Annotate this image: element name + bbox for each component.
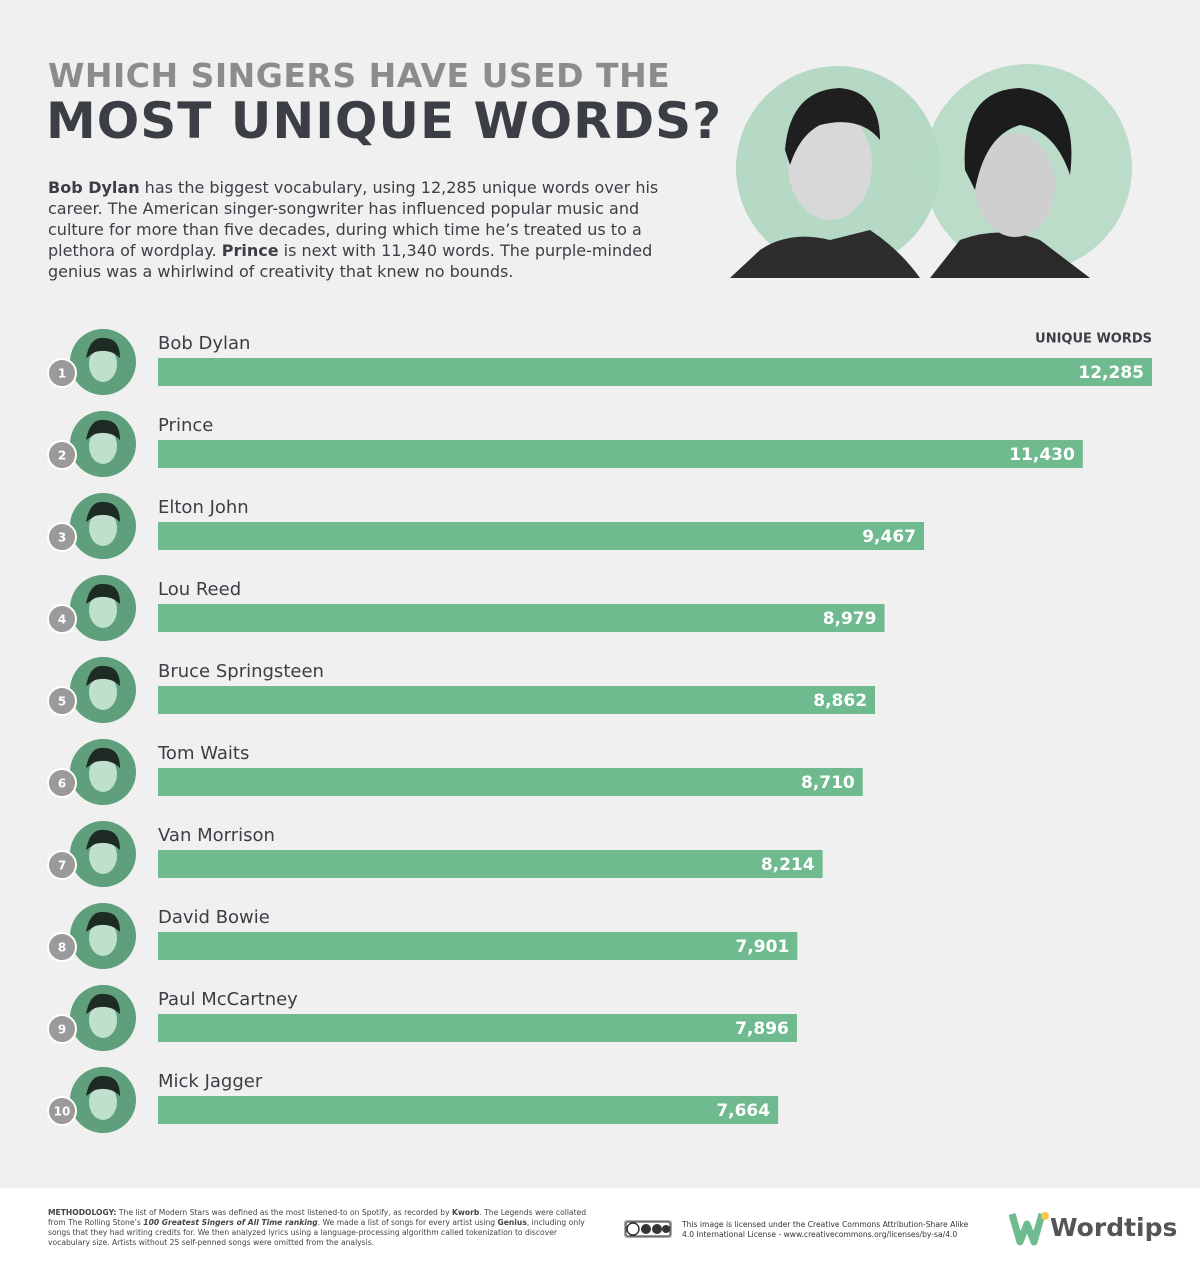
avatar-hair <box>86 419 120 440</box>
value-label: 9,467 <box>862 527 916 547</box>
bar <box>158 850 823 878</box>
avatar-face <box>89 346 117 382</box>
category-label: Tom Waits <box>157 743 249 764</box>
cc-badge <box>624 1220 672 1238</box>
rank-badge <box>47 1014 77 1044</box>
avatar-hair <box>86 337 120 358</box>
rank-label: 7 <box>58 859 66 873</box>
avatar-hair <box>86 993 120 1014</box>
value-label: 8,979 <box>823 609 877 629</box>
avatar-face <box>89 592 117 628</box>
bar <box>158 768 863 796</box>
footer-band <box>0 1188 1200 1277</box>
rank-badge <box>47 932 77 962</box>
category-label: David Bowie <box>158 907 270 928</box>
title-line2: MOST UNIQUE WORDS? <box>46 92 723 150</box>
text-segment: 100 Greatest Singers of All Time ranking <box>143 1218 318 1227</box>
category-label: Bob Dylan <box>158 333 250 354</box>
category-label: Elton John <box>158 497 249 518</box>
category-label: Paul McCartney <box>158 989 298 1010</box>
rank-label: 5 <box>58 695 66 709</box>
rank-badge <box>47 604 77 634</box>
category-label: Lou Reed <box>158 579 241 600</box>
bar <box>158 1096 779 1124</box>
text-segment: is next with 11,340 words. The purple-mi… <box>48 241 653 281</box>
bar <box>158 358 1152 386</box>
text-segment: Kworb <box>452 1208 480 1217</box>
value-label: 12,285 <box>1078 363 1144 383</box>
value-label: 8,710 <box>801 773 855 793</box>
avatar-hair <box>86 583 120 604</box>
logo-text: Wordtips <box>1050 1213 1177 1242</box>
value-label: 7,896 <box>735 1019 789 1039</box>
avatar-hair <box>86 747 120 768</box>
bar <box>158 1014 797 1042</box>
rank-label: 8 <box>58 941 66 955</box>
rank-badge <box>47 522 77 552</box>
rank-badge <box>47 1096 77 1126</box>
rank-badge <box>47 440 77 470</box>
avatar-hair <box>86 829 120 850</box>
rank-label: 1 <box>58 367 66 381</box>
avatar-face <box>89 920 117 956</box>
axis-label: UNIQUE WORDS <box>1035 332 1152 347</box>
bar <box>158 604 885 632</box>
rank-badge <box>47 358 77 388</box>
avatar-face <box>89 674 117 710</box>
category-label: Bruce Springsteen <box>158 661 324 682</box>
rank-badge <box>47 768 77 798</box>
bar <box>158 686 876 714</box>
value-label: 7,664 <box>716 1101 770 1121</box>
rank-label: 10 <box>54 1105 71 1119</box>
rank-badge <box>47 686 77 716</box>
rank-label: 9 <box>58 1023 66 1037</box>
text-segment: Bob Dylan <box>48 178 140 197</box>
text-segment: METHODOLOGY: <box>48 1208 117 1217</box>
rank-label: 6 <box>58 777 66 791</box>
rank-label: 3 <box>58 531 66 545</box>
avatar-face <box>89 510 117 546</box>
bar <box>158 522 924 550</box>
avatar-face <box>89 1084 117 1120</box>
hero-image <box>730 64 1132 278</box>
logo-dot <box>1041 1212 1049 1220</box>
value-label: 8,862 <box>813 691 867 711</box>
avatar-face <box>89 1002 117 1038</box>
avatar-face <box>89 756 117 792</box>
text-segment: The list of Modern Stars was defined as … <box>116 1208 453 1217</box>
rank-badge <box>47 850 77 880</box>
methodology: METHODOLOGY: The list of Modern Stars wa… <box>48 1208 588 1248</box>
avatar-hair <box>86 1075 120 1096</box>
text-segment: Prince <box>221 241 279 260</box>
intro: Bob Dylan has the biggest vocabulary, us… <box>48 177 688 282</box>
text-segment: , including only songs that they had wri… <box>48 1218 585 1247</box>
rank-label: 4 <box>58 613 66 627</box>
category-label: Prince <box>158 415 213 436</box>
avatar-hair <box>86 911 120 932</box>
logo-mark <box>1008 1213 1046 1246</box>
category-label: Van Morrison <box>158 825 275 846</box>
category-label: Mick Jagger <box>158 1071 263 1092</box>
text-segment: has the biggest vocabulary, using 12,285… <box>48 178 659 260</box>
text-segment: . The Legends were collated from The Rol… <box>48 1208 587 1227</box>
rank-label: 2 <box>58 449 66 463</box>
text-segment: . We made a list of songs for every arti… <box>317 1218 498 1227</box>
avatar-face <box>89 838 117 874</box>
text-segment: Genius <box>497 1218 527 1227</box>
value-label: 7,901 <box>736 937 790 957</box>
avatar-face <box>89 428 117 464</box>
avatar-hair <box>86 501 120 522</box>
avatar-hair <box>86 665 120 686</box>
bar <box>158 932 798 960</box>
title-line1: WHICH SINGERS HAVE USED THE <box>48 56 671 95</box>
value-label: 11,430 <box>1009 445 1075 465</box>
license: This image is licensed under the Creativ… <box>682 1220 969 1239</box>
value-label: 8,214 <box>761 855 815 875</box>
bar <box>158 440 1083 468</box>
